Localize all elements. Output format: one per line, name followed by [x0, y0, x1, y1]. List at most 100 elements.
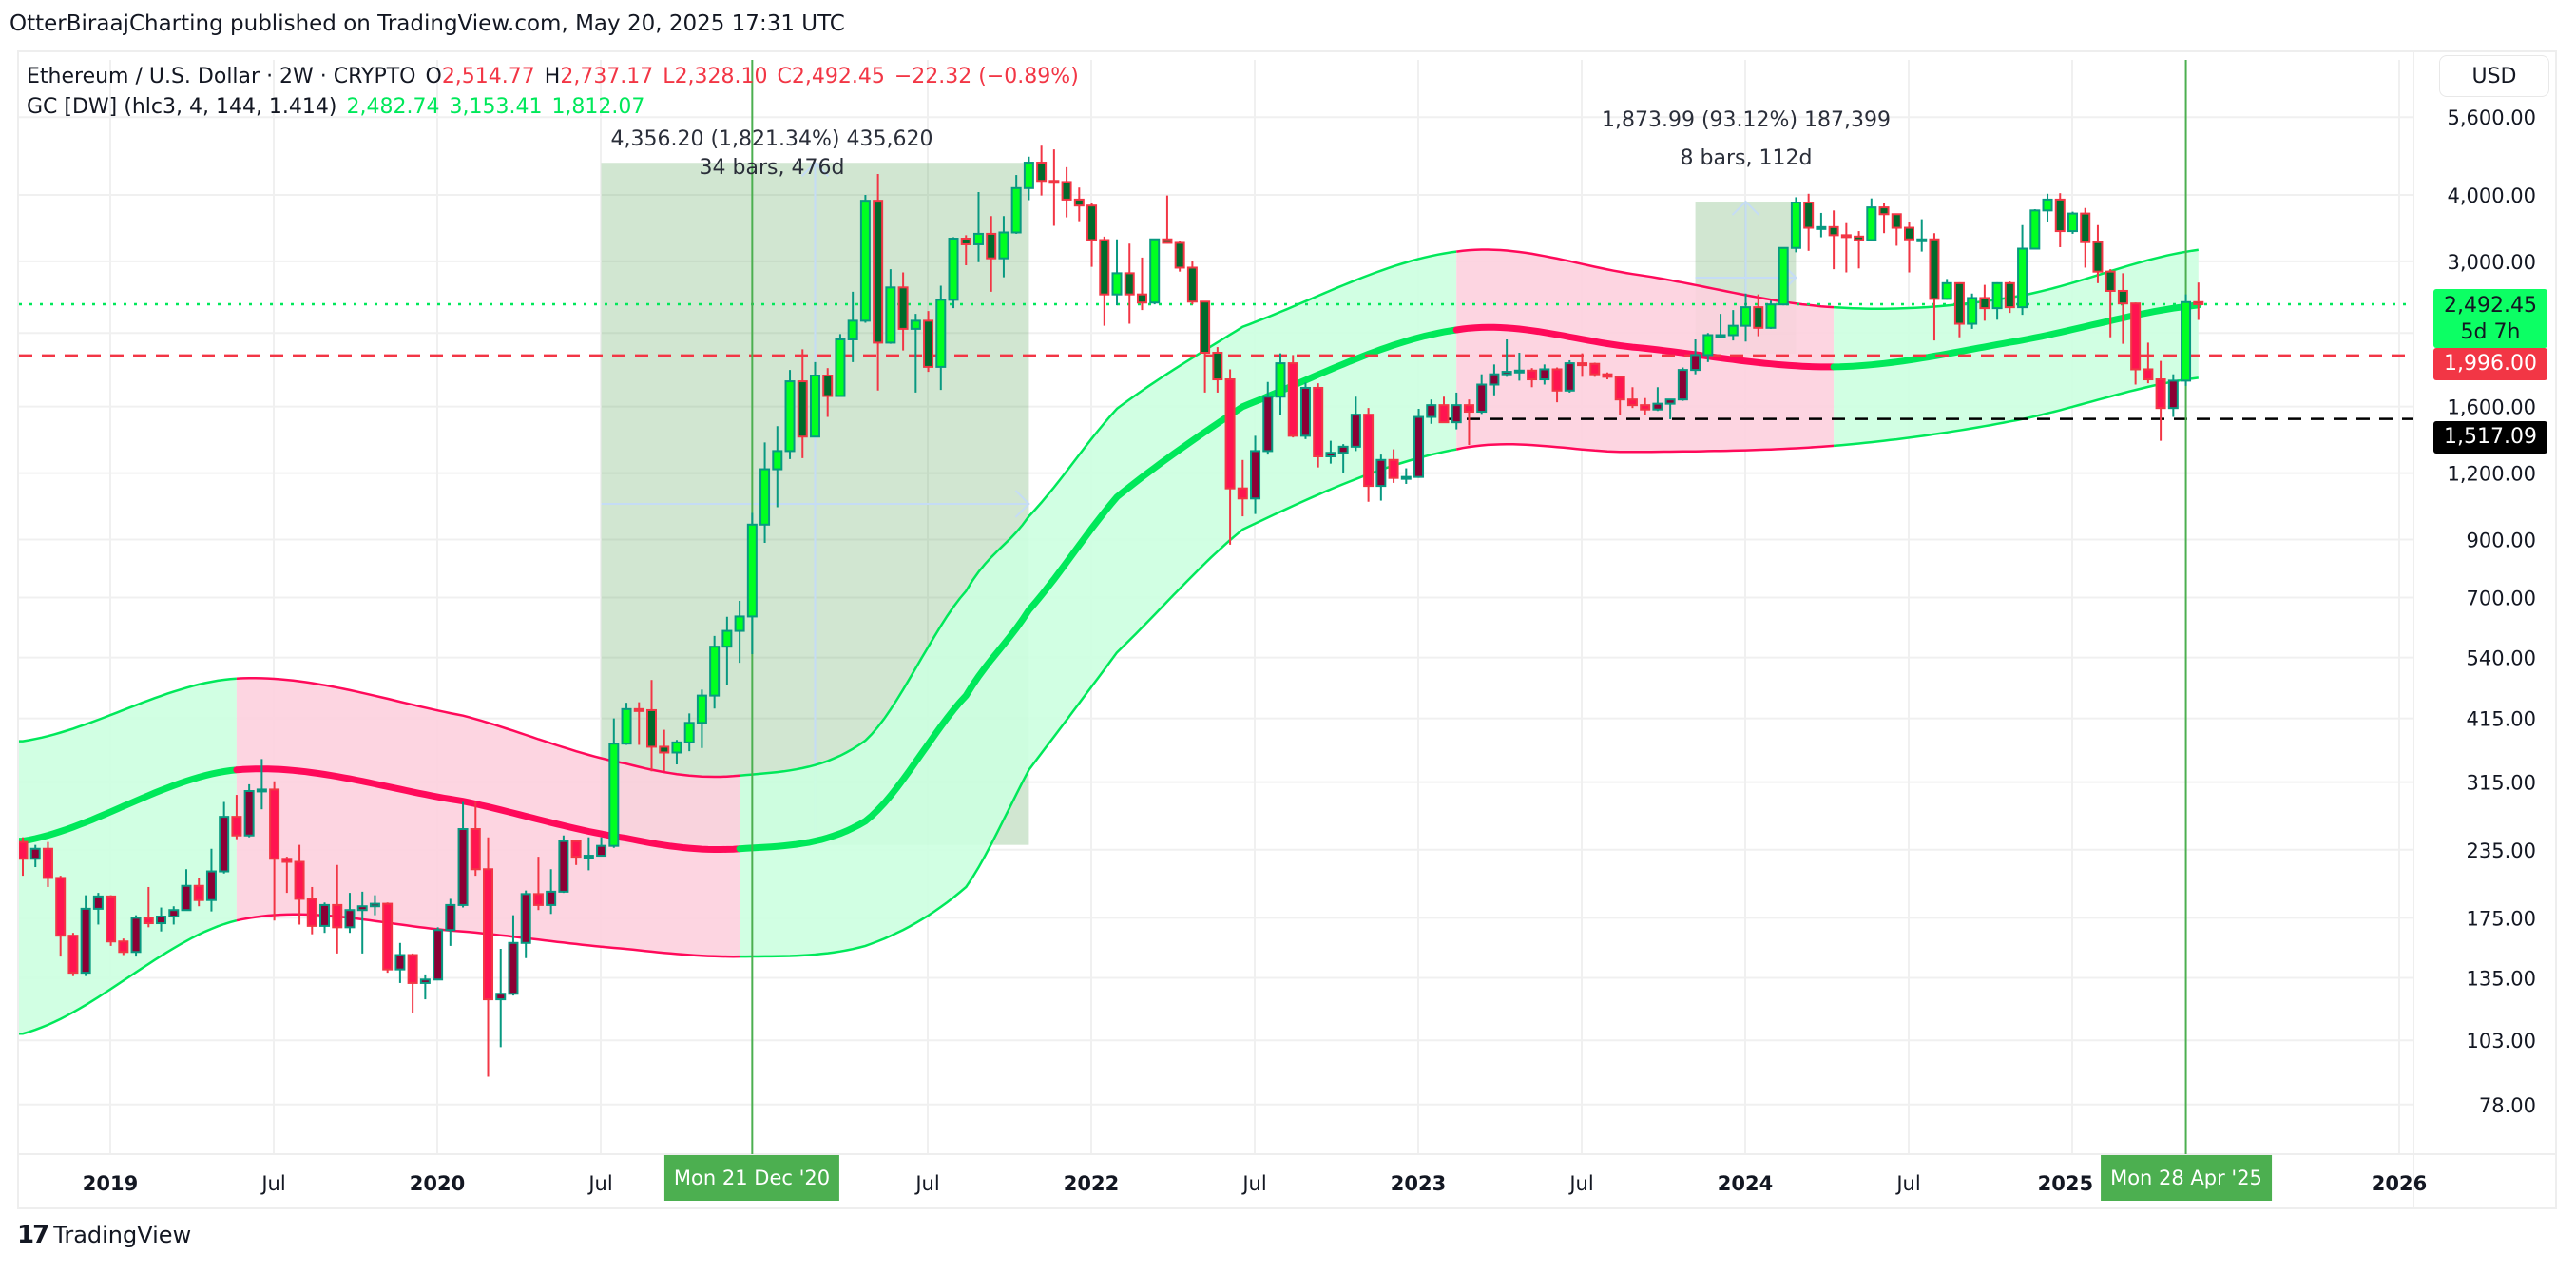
candle-body [294, 860, 305, 900]
candle [1891, 213, 1902, 246]
candle [508, 915, 519, 996]
candle-body [1664, 398, 1676, 405]
candle-body [1061, 181, 1072, 201]
band-upper-line [19, 677, 237, 743]
candle [1690, 338, 1701, 375]
band-center-line [19, 766, 240, 845]
candle [960, 235, 971, 265]
candle-body [1174, 241, 1185, 269]
candle-body [231, 816, 242, 837]
symbol-name[interactable]: Ethereum / U.S. Dollar · 2W · CRYPTO [27, 65, 416, 88]
candle-body [948, 238, 959, 301]
time-tick-label: 2026 [2372, 1172, 2427, 1195]
candle-body [621, 707, 632, 745]
candle [1136, 257, 1147, 311]
candle [2130, 302, 2142, 385]
candle-body [2017, 247, 2028, 309]
candle-body [721, 629, 733, 648]
candle [671, 740, 682, 765]
last-price-badge: 2,492.45 5d 7h [2433, 289, 2547, 348]
candle-body [193, 884, 204, 901]
price-tick-label: 415.00 [2467, 708, 2536, 731]
candle-body [1677, 369, 1688, 401]
candle-body [923, 319, 934, 368]
candle-body [960, 238, 971, 245]
candle-body [998, 231, 1009, 260]
candle-body [633, 707, 644, 712]
candle-body [1489, 373, 1500, 386]
time-tick-label: 2022 [1064, 1172, 1119, 1195]
candle-body [596, 844, 607, 858]
candle-body [1010, 186, 1022, 234]
candle-body [972, 232, 984, 245]
candle [1313, 383, 1324, 468]
candle [55, 876, 67, 957]
candle [2092, 224, 2104, 283]
candle-body [859, 200, 871, 322]
candle [746, 512, 758, 655]
symbol-legend[interactable]: Ethereum / U.S. Dollar · 2W · CRYPTO O2,5… [27, 65, 1088, 88]
candle [709, 635, 721, 709]
candle-body [1778, 246, 1789, 306]
candle [281, 857, 293, 894]
candle-body [885, 286, 896, 344]
candle-body [570, 840, 582, 859]
price-axis[interactable]: 5,600.00 4,000.00 3,000.00 1,600.00 1,200.00… [2447, 106, 2536, 1117]
tradingview-logo[interactable]: 𝟭𝟳 TradingView [17, 1221, 191, 1249]
band-lower-line [740, 448, 1457, 958]
candle [219, 801, 230, 874]
candle [558, 835, 569, 894]
low-value: 2,328.10 [674, 65, 768, 88]
time-axis[interactable]: 2019 Jul 2020 Jul Jul 2022 Jul 2023 Jul 2024 Jul 20… [83, 1172, 2427, 1195]
candle-body [683, 722, 695, 743]
time-tick-label: Jul [1894, 1172, 1920, 1195]
candle-body [1790, 202, 1801, 249]
band-fill-up [740, 251, 1457, 957]
candle [1275, 353, 1286, 415]
candle-body [219, 816, 230, 873]
candle-body [1099, 239, 1110, 296]
time-tick-label: Jul [586, 1172, 612, 1195]
candle-body [1929, 238, 1940, 300]
candle-body [1438, 404, 1450, 424]
indicator-legend[interactable]: GC [DW] (hlc3, 4, 144, 1.414) 2,482.74 3,1… [27, 95, 654, 119]
candle-body [55, 877, 67, 937]
candle-body [1400, 475, 1412, 480]
candle-body [19, 840, 29, 860]
candle-body [1904, 226, 1914, 241]
candle-body [130, 917, 142, 954]
arrow-up-icon [1731, 200, 1760, 216]
candle [986, 216, 997, 292]
candle-body [646, 708, 657, 748]
change-value: −22.32 (−0.89%) [894, 65, 1079, 88]
candle-body [1501, 371, 1512, 376]
candle [646, 680, 657, 772]
candle [1916, 219, 1928, 252]
candle [734, 601, 745, 664]
candle [2181, 294, 2192, 386]
candle [859, 195, 871, 323]
time-tick-label: Jul [913, 1172, 939, 1195]
candle [1816, 212, 1827, 238]
open-value: 2,514.77 [441, 65, 535, 88]
indicator-name[interactable]: GC [DW] (hlc3, 4, 144, 1.414) [27, 95, 337, 119]
time-tick-label: 2023 [1391, 1172, 1446, 1195]
price-tick-label: 135.00 [2467, 967, 2536, 990]
candle-body [1765, 303, 1777, 329]
candle-body [356, 905, 368, 912]
candle-body [2080, 212, 2091, 243]
candle [2117, 273, 2128, 344]
candle-body [1388, 458, 1399, 479]
candle-body [2054, 198, 2066, 233]
currency-button[interactable]: USD [2439, 55, 2549, 97]
band-lower-line [1455, 443, 1835, 454]
candle-body [1212, 352, 1223, 381]
close-value: 2,492.45 [791, 65, 885, 88]
published-title: OtterBiraajCharting published on Trading… [10, 11, 845, 36]
candle [1162, 195, 1173, 244]
candle [721, 616, 733, 685]
candle-body [1640, 404, 1651, 411]
candle-body [1413, 415, 1425, 478]
candle-body [1854, 235, 1865, 241]
